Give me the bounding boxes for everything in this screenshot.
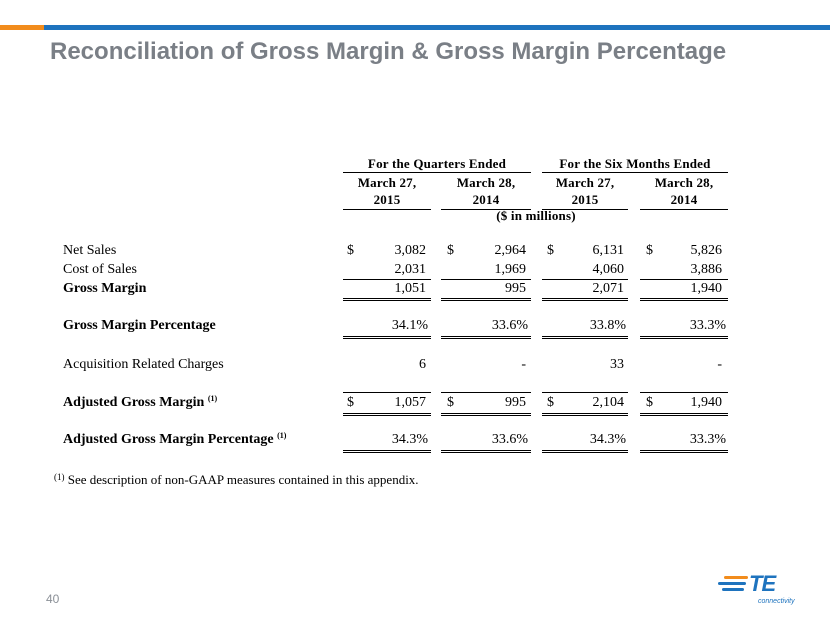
- total-rule: [441, 450, 531, 453]
- header-group-six-months-rule: [542, 172, 728, 173]
- gross-margin-pct-q-2015: 34.1%: [391, 318, 428, 333]
- net-sales-6m-2015: 6,131: [592, 243, 625, 258]
- dollar-sign: $: [646, 243, 653, 258]
- subtotal-rule: [343, 392, 431, 393]
- subtotal-rule: [343, 279, 431, 280]
- total-rule: [640, 336, 728, 339]
- total-rule: [542, 336, 628, 339]
- total-rule: [640, 450, 728, 453]
- dollar-sign: $: [447, 395, 454, 410]
- column-header-4-line1: March 28,: [654, 175, 714, 190]
- row-label-gross-margin: Gross Margin: [63, 281, 147, 296]
- subtotal-rule: [542, 392, 628, 393]
- net-sales-6m-2014: 5,826: [690, 243, 723, 258]
- dollar-sign: $: [646, 395, 653, 410]
- acq-charges-q-2015: 6: [419, 357, 426, 372]
- page-title: Reconciliation of Gross Margin & Gross M…: [50, 38, 727, 65]
- column-header-3-line1: March 27,: [555, 175, 615, 190]
- total-rule: [640, 298, 728, 301]
- header-group-quarters: For the Quarters Ended: [367, 156, 507, 171]
- subtotal-rule: [441, 392, 531, 393]
- adj-gross-margin-pct-q-2014: 33.6%: [491, 432, 528, 447]
- column-header-1-line2: 2015: [373, 192, 401, 207]
- column-header-1-line1: March 27,: [357, 175, 417, 190]
- page-number: 40: [46, 592, 60, 606]
- cost-of-sales-q-2015: 2,031: [394, 262, 427, 277]
- row-label-acquisition-charges: Acquisition Related Charges: [63, 357, 224, 372]
- column-header-4-line2: 2014: [670, 192, 698, 207]
- total-rule: [640, 413, 728, 416]
- cost-of-sales-q-2014: 1,969: [494, 262, 527, 277]
- subtotal-rule: [640, 279, 728, 280]
- total-rule: [441, 298, 531, 301]
- header-group-six-months: For the Six Months Ended: [559, 156, 711, 171]
- row-label-net-sales: Net Sales: [63, 243, 117, 258]
- row-label-adjusted-gross-margin-pct: Adjusted Gross Margin Percentage (1): [63, 431, 287, 448]
- top-bar-accent-blue: [44, 25, 830, 30]
- footnote: (1) See description of non-GAAP measures…: [54, 472, 419, 488]
- adjusted-gross-margin-label-text: Adjusted Gross Margin: [63, 395, 205, 410]
- total-rule: [441, 336, 531, 339]
- gross-margin-6m-2014: 1,940: [690, 281, 723, 296]
- total-rule: [542, 298, 628, 301]
- gross-margin-q-2014: 995: [505, 281, 526, 296]
- adj-gross-margin-6m-2014: 1,940: [690, 395, 723, 410]
- net-sales-q-2015: 3,082: [394, 243, 427, 258]
- total-rule: [343, 298, 431, 301]
- gross-margin-pct-q-2014: 33.6%: [491, 318, 528, 333]
- column-header-4-rule: [640, 209, 728, 210]
- total-rule: [542, 413, 628, 416]
- dollar-sign: $: [547, 243, 554, 258]
- column-header-1-rule: [343, 209, 431, 210]
- total-rule: [343, 450, 431, 453]
- gross-margin-q-2015: 1,051: [394, 281, 427, 296]
- dollar-sign: $: [347, 243, 354, 258]
- total-rule: [343, 336, 431, 339]
- column-header-2-rule: [441, 209, 531, 210]
- column-header-3-line2: 2015: [571, 192, 599, 207]
- total-rule: [343, 413, 431, 416]
- top-bar-accent-orange: [0, 25, 44, 30]
- total-rule: [542, 450, 628, 453]
- units-label: ($ in millions): [496, 208, 576, 223]
- adj-gross-margin-q-2015: 1,057: [394, 395, 427, 410]
- adj-gross-margin-pct-6m-2014: 33.3%: [689, 432, 726, 447]
- footnote-text: See description of non-GAAP measures con…: [67, 472, 419, 487]
- footnote-marker: (1): [54, 472, 65, 482]
- dollar-sign: $: [547, 395, 554, 410]
- logo-subtext: connectivity: [758, 598, 795, 605]
- acq-charges-6m-2014: -: [717, 357, 722, 372]
- logo-text: TE: [749, 571, 776, 596]
- te-connectivity-logo: TE connectivity: [718, 571, 798, 608]
- adj-gross-margin-pct-q-2015: 34.3%: [391, 432, 428, 447]
- row-label-gross-margin-pct: Gross Margin Percentage: [63, 318, 216, 333]
- gross-margin-6m-2015: 2,071: [592, 281, 625, 296]
- gross-margin-pct-6m-2014: 33.3%: [689, 318, 726, 333]
- adjusted-gross-margin-pct-label-text: Adjusted Gross Margin Percentage: [63, 432, 274, 447]
- adj-gross-margin-6m-2015: 2,104: [592, 395, 625, 410]
- acq-charges-q-2014: -: [521, 357, 526, 372]
- row-label-adjusted-gross-margin: Adjusted Gross Margin (1): [63, 394, 218, 411]
- column-header-2-line1: March 28,: [456, 175, 516, 190]
- header-group-quarters-rule: [343, 172, 531, 173]
- row-label-cost-of-sales: Cost of Sales: [63, 262, 137, 277]
- footnote-ref: (1): [277, 431, 287, 440]
- cost-of-sales-6m-2014: 3,886: [690, 262, 723, 277]
- adj-gross-margin-pct-6m-2015: 34.3%: [589, 432, 626, 447]
- gross-margin-pct-6m-2015: 33.8%: [589, 318, 626, 333]
- net-sales-q-2014: 2,964: [494, 243, 527, 258]
- subtotal-rule: [542, 279, 628, 280]
- acq-charges-6m-2015: 33: [610, 357, 624, 372]
- cost-of-sales-6m-2015: 4,060: [592, 262, 625, 277]
- subtotal-rule: [441, 279, 531, 280]
- column-header-2-line2: 2014: [472, 192, 500, 207]
- dollar-sign: $: [347, 395, 354, 410]
- total-rule: [441, 413, 531, 416]
- adj-gross-margin-q-2014: 995: [505, 395, 526, 410]
- subtotal-rule: [640, 392, 728, 393]
- footnote-ref: (1): [207, 394, 218, 403]
- column-header-3-rule: [542, 209, 628, 210]
- dollar-sign: $: [447, 243, 454, 258]
